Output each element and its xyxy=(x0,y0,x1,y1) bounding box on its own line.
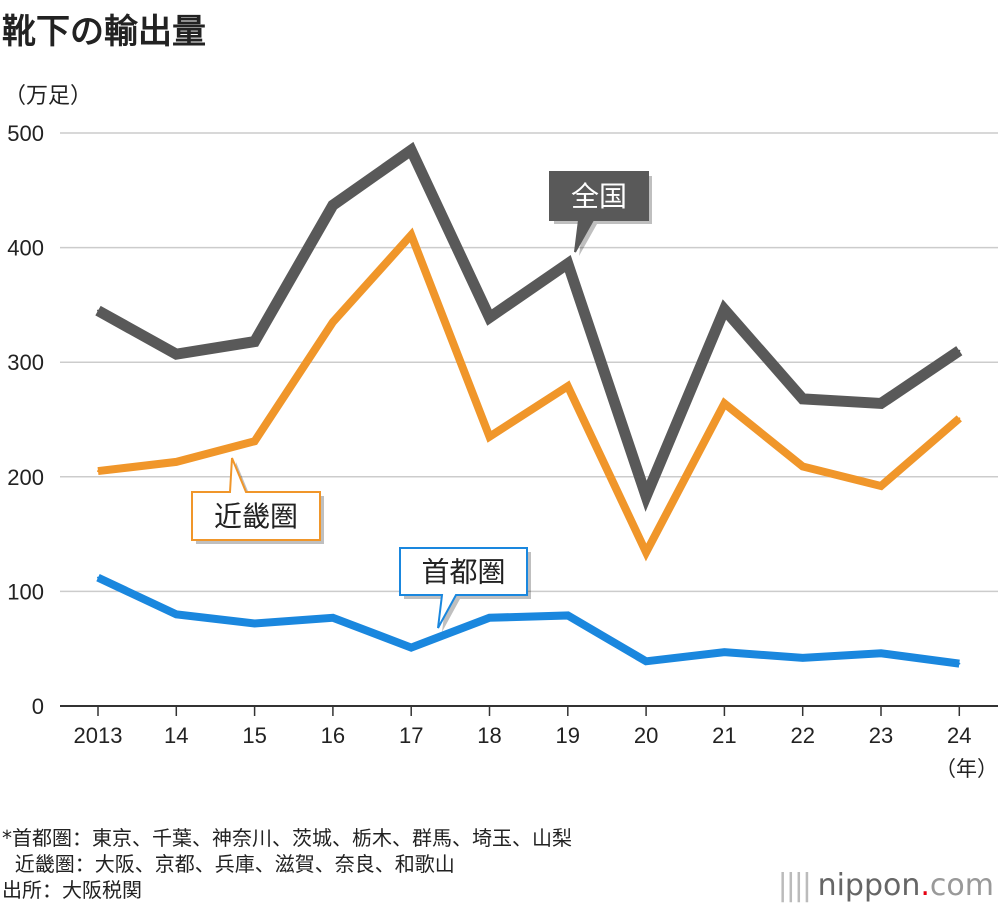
x-tick-label: 16 xyxy=(321,723,345,748)
x-tick-label: 14 xyxy=(164,723,188,748)
data-point xyxy=(488,616,491,619)
data-point xyxy=(97,309,99,312)
data-point xyxy=(880,484,882,487)
chart-title: 靴下の輸出量 xyxy=(2,12,206,52)
data-point xyxy=(880,652,882,655)
data-point xyxy=(253,622,256,625)
data-point xyxy=(566,614,569,617)
y-tick-label: 500 xyxy=(7,121,44,146)
data-point xyxy=(645,551,648,554)
data-point xyxy=(645,495,648,498)
x-tick-label: 17 xyxy=(399,723,423,748)
data-point xyxy=(410,646,413,649)
data-point xyxy=(645,660,648,663)
data-point xyxy=(410,149,413,152)
data-point xyxy=(958,349,961,352)
y-tick-label: 400 xyxy=(7,236,44,261)
data-point xyxy=(488,435,491,438)
data-point xyxy=(410,233,413,236)
y-tick-label: 300 xyxy=(7,350,44,375)
callout-zenkoku-box xyxy=(549,171,649,253)
data-point xyxy=(958,662,961,665)
x-tick-label: 23 xyxy=(869,723,893,748)
y-tick-label: 100 xyxy=(7,579,44,604)
x-tick-label: 21 xyxy=(712,723,736,748)
data-point xyxy=(566,385,569,388)
data-point xyxy=(331,321,334,324)
data-point xyxy=(175,460,178,463)
data-point xyxy=(801,656,804,659)
data-point xyxy=(175,353,178,356)
x-tick-label: 19 xyxy=(556,723,580,748)
series-line-1 xyxy=(97,227,962,562)
data-point xyxy=(97,576,99,579)
data-point xyxy=(175,613,178,616)
callout-shutoken-box xyxy=(399,547,528,629)
data-point xyxy=(331,204,334,207)
data-point xyxy=(723,308,726,311)
footnote-source: 出所：大阪税関 xyxy=(2,878,142,902)
data-point xyxy=(331,616,334,619)
footnote-kinki: 近畿圏：大阪、京都、兵庫、滋賀、奈良、和歌山 xyxy=(2,852,455,876)
data-point xyxy=(880,402,882,405)
y-axis-unit: （万足） xyxy=(4,84,93,109)
data-point xyxy=(723,651,726,654)
x-tick-label: 15 xyxy=(242,723,266,748)
callout-kinki-box xyxy=(191,457,321,541)
series-line-0 xyxy=(95,141,963,512)
callout-kinki-text: 近畿圏 xyxy=(214,500,298,533)
nippon-logo: |||| nippon.com xyxy=(777,868,994,903)
data-point xyxy=(958,417,961,420)
callout-shutoken-text: 首都圏 xyxy=(421,556,505,589)
x-tick-label: 22 xyxy=(790,723,814,748)
x-tick-label: 24 xyxy=(947,723,971,748)
series-line-2 xyxy=(96,574,960,668)
data-point xyxy=(253,340,256,343)
x-tick-label: 20 xyxy=(634,723,658,748)
data-point xyxy=(97,470,99,473)
x-tick-label: 2013 xyxy=(74,723,123,748)
callout-zenkoku-text: 全国 xyxy=(571,180,627,213)
data-point xyxy=(801,465,804,468)
data-point xyxy=(253,440,256,443)
x-tick-label: 18 xyxy=(477,723,501,748)
y-tick-label: 200 xyxy=(7,465,44,490)
footnote-shutoken: *首都圏：東京、千葉、神奈川、茨城、栃木、群馬、埼玉、山梨 xyxy=(2,826,572,850)
y-tick-label: 0 xyxy=(32,694,44,719)
data-point xyxy=(801,397,804,400)
data-point xyxy=(723,402,726,405)
x-axis-unit: （年） xyxy=(935,757,998,781)
data-point xyxy=(566,262,569,265)
data-point xyxy=(488,316,491,319)
